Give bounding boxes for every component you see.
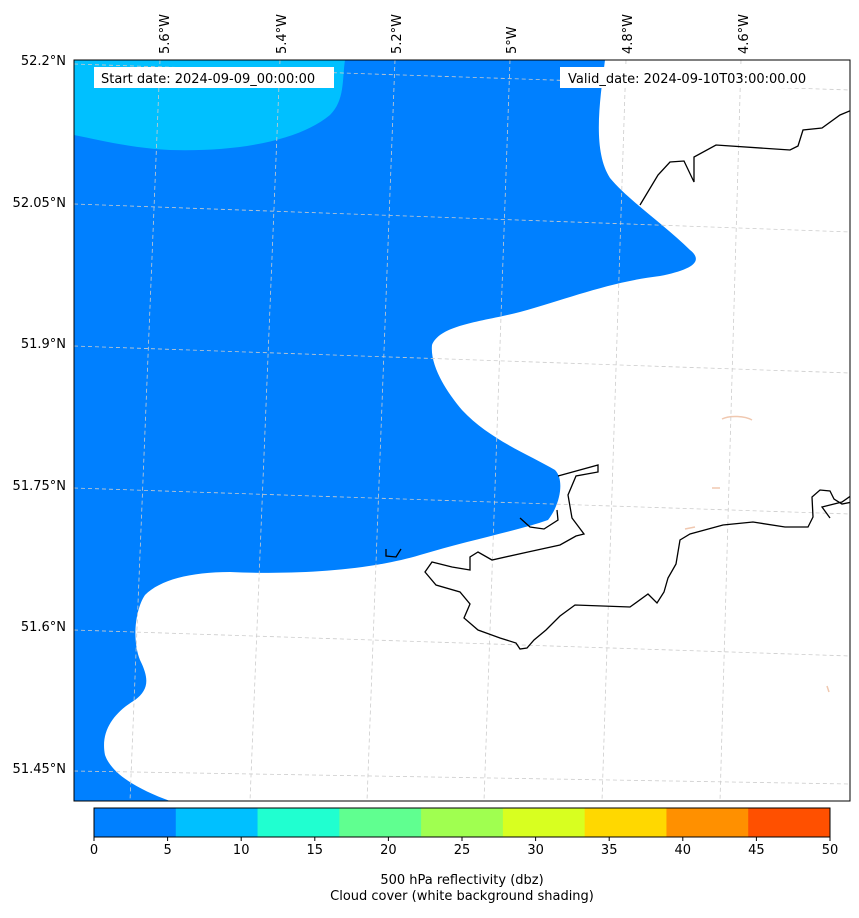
longitude-labels: 5.6°W 5.4°W 5.2°W 5°W 4.8°W 4.6°W — [158, 14, 752, 54]
colorbar-segment — [257, 808, 340, 837]
colorbar-segment — [502, 808, 586, 837]
colorbar-segment — [94, 808, 177, 837]
colorbar-label-line2: Cloud cover (white background shading) — [330, 889, 594, 904]
lon-label: 5.6°W — [158, 14, 173, 54]
colorbar-segment — [339, 808, 422, 837]
coastline — [385, 110, 850, 650]
valid-date-box — [560, 67, 830, 88]
colorbar-segment — [584, 808, 667, 837]
colorbar-tick-label: 25 — [454, 843, 471, 858]
colorbar-tick-label: 5 — [163, 843, 171, 858]
latitude-labels: 52.2°N 52.05°N 51.9°N 51.75°N 51.6°N 51.… — [13, 54, 66, 777]
lon-label: 5°W — [505, 26, 520, 54]
faint-features — [684, 415, 830, 693]
reflectivity-region-0-10 — [74, 60, 696, 801]
lon-label: 4.6°W — [737, 14, 752, 54]
lon-label: 4.8°W — [621, 14, 636, 54]
colorbar-ticks: 0 5 10 15 20 25 30 35 40 45 50 — [90, 837, 838, 858]
lat-label: 51.9°N — [21, 337, 66, 352]
colorbar-tick-label: 15 — [307, 843, 324, 858]
start-date-box — [94, 67, 334, 88]
colorbar-segment — [421, 808, 504, 837]
colorbar-label-line1: 500 hPa reflectivity (dbz) — [380, 873, 543, 888]
colorbar-tick-label: 0 — [90, 843, 98, 858]
colorbar-tick-label: 40 — [675, 843, 692, 858]
colorbar: 0 5 10 15 20 25 30 35 40 45 50 500 hPa reflectivit… — [90, 807, 838, 904]
colorbar-tick-label: 10 — [233, 843, 250, 858]
colorbar-tick-label: 30 — [527, 843, 544, 858]
lat-label: 52.05°N — [13, 196, 66, 211]
map-panel — [74, 60, 850, 801]
colorbar-segment — [748, 808, 831, 837]
lon-label: 5.4°W — [275, 14, 290, 54]
colorbar-tick-label: 20 — [380, 843, 397, 858]
lat-label: 52.2°N — [21, 54, 66, 69]
lon-label: 5.2°W — [390, 14, 405, 54]
colorbar-tick-label: 45 — [748, 843, 765, 858]
colorbar-segments — [94, 808, 831, 837]
colorbar-tick-label: 35 — [601, 843, 618, 858]
colorbar-segment — [175, 808, 259, 837]
map-frame — [73, 59, 851, 802]
colorbar-tick-label: 50 — [822, 843, 839, 858]
colorbar-segment — [666, 808, 749, 837]
lat-label: 51.45°N — [13, 762, 66, 777]
start-date-label: Start date: 2024-09-09_00:00:00 — [101, 72, 315, 87]
lat-label: 51.6°N — [21, 620, 66, 635]
lat-label: 51.75°N — [13, 479, 66, 494]
valid-date-label: Valid_date: 2024-09-10T03:00:00.00 — [568, 72, 806, 87]
